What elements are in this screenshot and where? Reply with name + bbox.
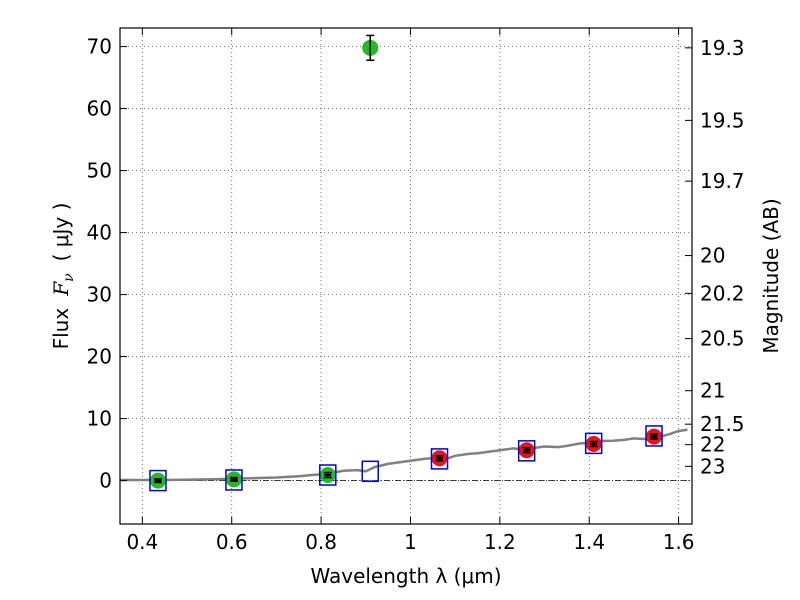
model-photometry-point — [361, 460, 379, 483]
x-tick-label: 1.4 — [573, 530, 605, 554]
x-tick-label: 0.4 — [126, 530, 158, 554]
grid — [120, 28, 692, 524]
y-tick-label: 10 — [87, 407, 112, 431]
magnitude-tick-label: 23 — [700, 454, 725, 478]
y-axis-label: Flux Fν ( μJy ) — [49, 203, 77, 350]
y-tick-label: 60 — [87, 97, 112, 121]
x-tick-label: 0.6 — [216, 530, 248, 554]
model-photometry-point — [319, 464, 337, 486]
model-spectrum — [120, 428, 688, 482]
model-photometry-point — [225, 469, 243, 491]
y-tick-label: 40 — [87, 221, 112, 245]
y-tick-label: 0 — [99, 469, 112, 493]
model-spectrum-line — [120, 428, 688, 482]
x-tick-label: 1.2 — [484, 530, 516, 554]
plot-frame — [119, 27, 693, 525]
magnitude-tick-label: 21 — [700, 379, 725, 403]
y-tick-label: 30 — [87, 283, 112, 307]
y-axis-label-units: ( μJy ) — [49, 203, 73, 262]
y-tick-label: 70 — [87, 35, 112, 59]
magnitude-tick-label: 21.5 — [700, 412, 745, 436]
model-photometry-point — [517, 440, 536, 462]
magnitude-tick-label: 19.5 — [700, 108, 745, 132]
data-points — [149, 34, 663, 492]
y-axis-label-subscript: ν — [61, 273, 77, 282]
y-tick-label: 50 — [87, 159, 112, 183]
axis-ticks: 0.4 0.6 0.8 1 1.2 1.4 1.6 0 10 20 30 40 50 60 70 19.3 19… — [87, 28, 745, 554]
model-photometry-point — [149, 469, 167, 492]
magnitude-tick-label: 19.3 — [700, 36, 745, 60]
model-photometry-point — [584, 432, 603, 455]
y-axis-label-symbol: F — [49, 281, 73, 297]
x-tick-label: 1.6 — [663, 530, 695, 554]
magnitude-tick-label: 20 — [700, 244, 725, 268]
model-photometry-point — [430, 448, 449, 470]
x-axis-label: Wavelength λ (μm) — [310, 564, 501, 588]
right-axis-label: Magnitude (AB) — [759, 198, 783, 353]
x-tick-label: 1 — [404, 530, 417, 554]
magnitude-tick-label: 20.2 — [700, 281, 745, 305]
y-axis-label-main: Flux — [49, 308, 73, 350]
model-photometry-point — [645, 425, 663, 447]
y-tick-label: 20 — [87, 345, 112, 369]
x-tick-label: 0.8 — [305, 530, 337, 554]
magnitude-tick-label: 20.5 — [700, 327, 745, 351]
magnitude-tick-label: 19.7 — [700, 169, 745, 193]
magnitude-tick-label: 22 — [700, 433, 725, 457]
